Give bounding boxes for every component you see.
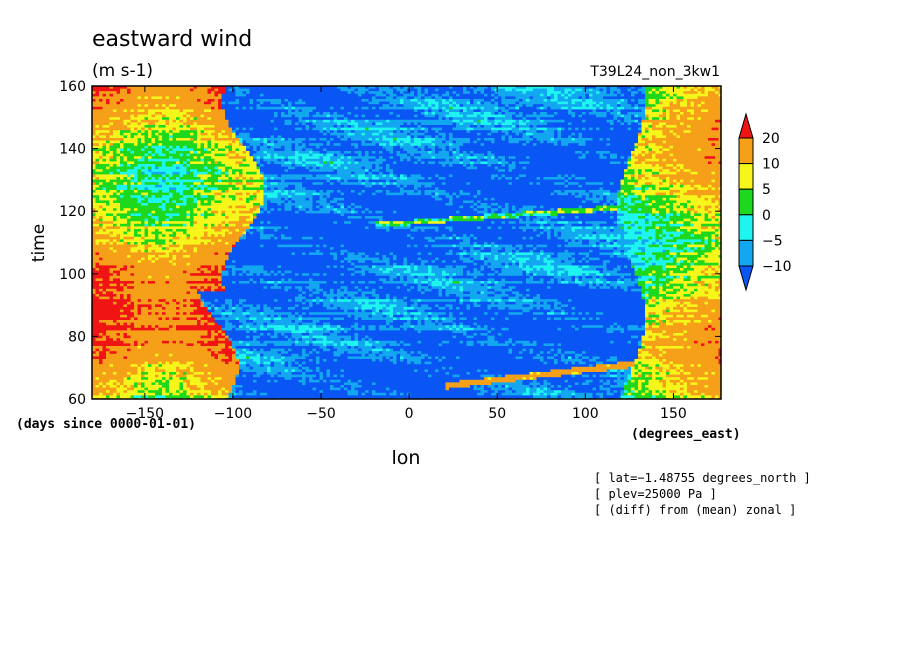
note-diff: [ (diff) from (mean) zonal ] xyxy=(594,503,796,517)
run-label: T39L24_non_3kw1 xyxy=(589,64,720,80)
colorbar-segment xyxy=(738,239,754,267)
colorbar-segment xyxy=(738,188,754,216)
colorbar-label: 5 xyxy=(762,182,771,198)
colorbar-segment xyxy=(738,163,754,190)
colorbar-label: −10 xyxy=(762,259,792,275)
note-plev: [ plev=25000 Pa ] xyxy=(594,487,717,501)
colorbar-label: 0 xyxy=(762,208,771,224)
x-axis-units: (degrees_east) xyxy=(631,427,741,442)
x-tick-label: −50 xyxy=(306,406,336,422)
note-lat: [ lat=−1.48755 degrees_north ] xyxy=(594,471,811,485)
x-tick-label: 50 xyxy=(488,406,506,422)
y-axis-units: (days since 0000-01-01) xyxy=(16,417,196,432)
colorbar-segment xyxy=(738,214,754,241)
colorbar-top-arrow xyxy=(738,112,754,139)
chart-units: (m s-1) xyxy=(92,61,153,81)
wind-field xyxy=(92,86,721,399)
colorbar-segment xyxy=(738,137,754,165)
y-tick-label: 100 xyxy=(59,267,86,283)
colorbar-label: 10 xyxy=(762,157,780,173)
chart-title: eastward wind xyxy=(92,27,252,52)
y-axis: 60 80 100 120 140 160 xyxy=(59,79,721,408)
x-axis: −150 −100 −50 0 50 100 150 xyxy=(126,86,687,422)
y-tick-label: 140 xyxy=(59,142,86,158)
x-tick-label: 100 xyxy=(572,406,599,422)
colorbar-label: 20 xyxy=(762,131,780,147)
x-tick-label: 150 xyxy=(660,406,687,422)
x-tick-label: 0 xyxy=(405,406,414,422)
y-axis-label: time xyxy=(29,224,49,262)
y-tick-label: 160 xyxy=(59,79,86,95)
colorbar-label: −5 xyxy=(762,233,783,249)
colorbar: 20 10 5 0 −5 −10 xyxy=(738,112,792,292)
plot-frame xyxy=(91,85,722,400)
x-tick-label: −150 xyxy=(126,406,164,422)
x-axis-label: lon xyxy=(392,447,421,469)
y-tick-label: 120 xyxy=(59,204,86,220)
colorbar-bottom-arrow xyxy=(738,265,754,292)
y-tick-label: 60 xyxy=(68,392,86,408)
y-tick-label: 80 xyxy=(68,329,86,345)
x-tick-label: −100 xyxy=(214,406,252,422)
